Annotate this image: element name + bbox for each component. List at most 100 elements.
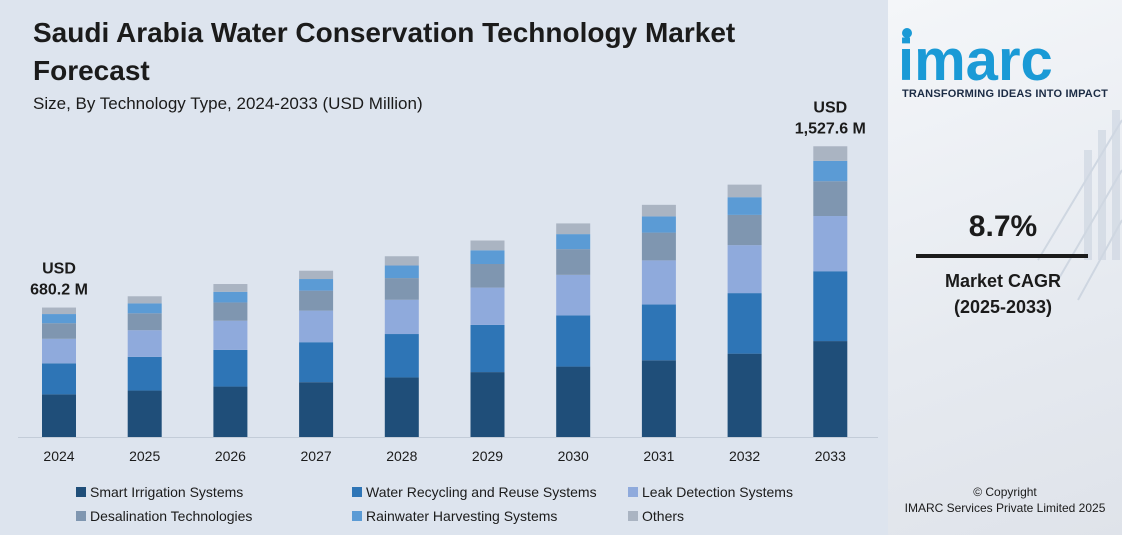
legend-label: Desalination Technologies xyxy=(90,508,253,524)
bar-segment-2027-5 xyxy=(299,270,334,280)
bar-segment-2027-1 xyxy=(299,342,334,383)
bar-segment-2028-3 xyxy=(384,278,419,300)
annotation-end-unit: USD xyxy=(813,99,847,116)
stacked-bar-chart: 2024 2025 2026 2027 2028 2029 2030 2031 2032 2033… xyxy=(18,99,878,464)
bar-segment-2032-1 xyxy=(727,293,762,354)
bar-segment-2025-2 xyxy=(127,330,162,357)
bar-segment-2024-5 xyxy=(42,307,76,315)
bar-segment-2027-0 xyxy=(299,382,334,437)
x-tick-label: 2025 xyxy=(129,448,160,464)
bar-segment-2024-1 xyxy=(42,363,76,395)
cagr-label: Market CAGR (2025-2033) xyxy=(908,268,1098,320)
legend-swatch xyxy=(628,487,638,497)
bar-segment-2028-1 xyxy=(384,334,419,378)
legend-swatch xyxy=(76,511,86,521)
imarc-logo: imarc xyxy=(898,28,1053,88)
legend-item: Smart Irrigation Systems xyxy=(76,482,243,502)
x-tick-label: 2026 xyxy=(215,448,246,464)
legend-item: Others xyxy=(628,506,684,526)
bar-segment-2030-5 xyxy=(556,223,591,235)
bar-segment-2030-1 xyxy=(556,315,591,367)
bar-segment-2029-4 xyxy=(470,250,505,264)
brand-panel: imarc TRANSFORMING IDEAS INTO IMPACT 8.7… xyxy=(888,0,1122,535)
x-tick-label: 2030 xyxy=(558,448,589,464)
bar-segment-2027-4 xyxy=(299,279,334,291)
bar-segment-2025-1 xyxy=(127,356,162,391)
bar-segment-2033-0 xyxy=(813,341,848,437)
bar-segment-2033-3 xyxy=(813,181,848,217)
x-tick-label: 2032 xyxy=(729,448,760,464)
background-decoration xyxy=(1037,110,1122,301)
bar-segment-2025-0 xyxy=(127,390,162,437)
x-tick-label: 2027 xyxy=(301,448,332,464)
legend-label: Smart Irrigation Systems xyxy=(90,484,244,500)
bar-segment-2024-3 xyxy=(42,323,76,339)
bar-segment-2032-5 xyxy=(727,184,762,198)
legend-label: Leak Detection Systems xyxy=(642,484,793,500)
bar-segment-2031-5 xyxy=(641,204,676,217)
bar-segment-2031-4 xyxy=(641,216,676,233)
x-tick-label: 2029 xyxy=(472,448,503,464)
annotation-end-value: 1,527.6 M xyxy=(795,120,866,137)
legend-swatch xyxy=(352,511,362,521)
bar-segment-2033-1 xyxy=(813,271,848,342)
bar-segment-2026-3 xyxy=(213,302,248,321)
x-tick-label: 2028 xyxy=(386,448,417,464)
legend-item: Water Recycling and Reuse Systems xyxy=(352,482,597,502)
bar-segment-2031-1 xyxy=(641,304,676,361)
chart-title: Saudi Arabia Water Conservation Technolo… xyxy=(33,17,736,86)
bar-segment-2029-3 xyxy=(470,263,505,288)
bar-segment-2028-2 xyxy=(384,299,419,335)
annotation-start-unit: USD xyxy=(42,261,76,278)
chart-legend: Smart Irrigation Systems Water Recycling … xyxy=(76,482,876,530)
bar-segment-2026-4 xyxy=(213,291,248,303)
bar-segment-2032-2 xyxy=(727,245,762,294)
bar-segment-2033-4 xyxy=(813,160,848,182)
bar-segment-2024-4 xyxy=(42,314,76,324)
bar-segment-2029-5 xyxy=(470,240,505,251)
bar-segment-2024-2 xyxy=(42,338,76,364)
legend-swatch xyxy=(352,487,362,497)
chart-subtitle: Size, By Technology Type, 2024-2033 (USD… xyxy=(33,94,423,113)
bar-segment-2032-0 xyxy=(727,353,762,437)
bar-segment-2025-5 xyxy=(127,296,162,304)
x-tick-label: 2031 xyxy=(643,448,674,464)
annotation-start-value: 680.2 M xyxy=(30,282,88,299)
bar-segment-2026-2 xyxy=(213,320,248,350)
legend-label: Rainwater Harvesting Systems xyxy=(366,508,558,524)
cagr-label-line2: (2025-2033) xyxy=(953,297,1053,317)
bar-segment-2032-4 xyxy=(727,197,762,215)
bar-segment-2030-3 xyxy=(556,249,591,275)
legend-swatch xyxy=(628,511,638,521)
bar-segment-2032-3 xyxy=(727,214,762,246)
cagr-divider xyxy=(916,254,1088,258)
bar-segment-2029-0 xyxy=(470,372,505,437)
bar-segment-2029-1 xyxy=(470,324,505,373)
bar-segment-2030-0 xyxy=(556,366,591,437)
bar-segment-2033-5 xyxy=(813,146,848,161)
legend-label: Water Recycling and Reuse Systems xyxy=(366,484,597,500)
legend-item: Rainwater Harvesting Systems xyxy=(352,506,557,526)
bar-segment-2026-0 xyxy=(213,386,248,437)
bar-segment-2025-4 xyxy=(127,303,162,314)
copyright-line1: © Copyright xyxy=(973,485,1037,499)
x-tick-label: 2033 xyxy=(815,448,846,464)
bar-segment-2026-5 xyxy=(213,284,248,292)
legend-item: Leak Detection Systems xyxy=(628,482,793,502)
bar-segment-2028-5 xyxy=(384,256,419,266)
x-tick-label: 2024 xyxy=(43,448,74,464)
legend-swatch xyxy=(76,487,86,497)
legend-label: Others xyxy=(642,508,685,524)
bar-segment-2030-2 xyxy=(556,274,591,316)
copyright-line2: IMARC Services Private Limited 2025 xyxy=(904,501,1106,515)
brand-tagline: TRANSFORMING IDEAS INTO IMPACT xyxy=(901,88,1109,100)
bar-segment-2031-3 xyxy=(641,232,676,261)
legend-item: Desalination Technologies xyxy=(76,506,252,526)
copyright: © Copyright IMARC Services Private Limit… xyxy=(898,484,1112,516)
bar-segment-2028-0 xyxy=(384,377,419,437)
bar-segment-2033-2 xyxy=(813,216,848,272)
bar-segment-2031-0 xyxy=(641,360,676,437)
bar-segment-2026-1 xyxy=(213,349,248,387)
logo-text: imarc xyxy=(898,28,1053,88)
bar-segment-2027-2 xyxy=(299,310,334,343)
